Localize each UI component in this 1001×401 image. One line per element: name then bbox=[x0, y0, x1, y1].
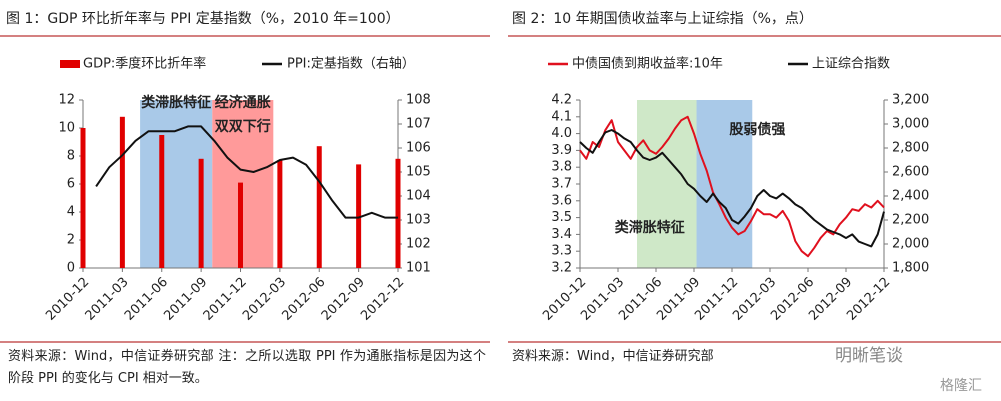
y-tick-label: 2 bbox=[67, 233, 75, 248]
span-label: 双双下行 bbox=[215, 118, 271, 135]
y-tick-label: 3.2 bbox=[551, 261, 572, 276]
y-tick-label: 4.2 bbox=[551, 93, 572, 108]
y-tick-label: 3.9 bbox=[551, 143, 572, 158]
legend-label: PPI:定基指数（右轴） bbox=[287, 57, 415, 72]
y2-tick-label: 3,000 bbox=[892, 117, 929, 132]
y-tick-label: 3.6 bbox=[551, 193, 572, 208]
y-tick-label: 3.8 bbox=[551, 160, 572, 175]
bar bbox=[238, 182, 243, 268]
y2-tick-label: 3,200 bbox=[892, 93, 929, 108]
y2-tick-label: 108 bbox=[406, 93, 431, 108]
y-tick-label: 8 bbox=[67, 149, 75, 164]
bar bbox=[356, 164, 362, 268]
legend-swatch bbox=[60, 60, 80, 68]
y2-tick-label: 107 bbox=[406, 117, 431, 132]
bar bbox=[119, 116, 125, 268]
y2-tick-label: 1,800 bbox=[892, 261, 929, 276]
y-tick-label: 0 bbox=[67, 261, 75, 276]
span-label: 股弱债强 bbox=[729, 121, 785, 138]
y-tick-label: 12 bbox=[58, 93, 75, 108]
watermark: 明晰笔谈 bbox=[835, 346, 903, 366]
watermark: 格隆汇 bbox=[940, 378, 982, 394]
line bbox=[579, 129, 885, 248]
y-tick-label: 3.3 bbox=[551, 244, 572, 259]
y-tick-label: 4 bbox=[67, 205, 75, 220]
chart-title: 图 2：10 年期国债收益率与上证综指（%，点） bbox=[512, 10, 813, 27]
footnote: 资料来源：Wind，中信证券研究部 注：之所以选取 PPI 作为通胀指标是因为这… bbox=[8, 349, 486, 386]
y-tick-label: 10 bbox=[58, 121, 75, 136]
y2-tick-label: 2,400 bbox=[892, 189, 929, 204]
y2-tick-label: 102 bbox=[406, 237, 431, 252]
chart-title: 图 1：GDP 环比折年率与 PPI 定基指数（%，2010 年=100） bbox=[6, 10, 400, 27]
legend-label: 上证综合指数 bbox=[812, 57, 890, 72]
y2-tick-label: 2,000 bbox=[892, 237, 929, 252]
legend-label: GDP:季度环比折年率 bbox=[83, 56, 206, 72]
y-tick-label: 3.5 bbox=[551, 210, 572, 225]
footnote: 资料来源：Wind，中信证券研究部 bbox=[512, 349, 714, 364]
line bbox=[95, 125, 398, 219]
legend-label: 中债国债到期收益率:10年 bbox=[572, 56, 723, 72]
y-tick-label: 4.0 bbox=[551, 126, 572, 141]
x-tick-label: 2012-12 bbox=[358, 275, 407, 324]
y2-tick-label: 101 bbox=[406, 261, 431, 276]
span-label: 类滞胀特征 bbox=[141, 94, 211, 111]
span-label: 经济通胀 bbox=[215, 94, 271, 111]
span-label: 类滞胀特征 bbox=[615, 219, 685, 236]
bar bbox=[198, 158, 204, 268]
y2-tick-label: 103 bbox=[406, 213, 431, 228]
bar bbox=[316, 146, 322, 268]
span bbox=[696, 100, 753, 268]
y2-tick-label: 105 bbox=[406, 165, 431, 180]
bar bbox=[159, 135, 165, 268]
y2-tick-label: 104 bbox=[406, 189, 431, 204]
y-tick-label: 6 bbox=[67, 177, 75, 192]
y2-tick-label: 2,800 bbox=[892, 141, 929, 156]
y-tick-label: 3.4 bbox=[551, 227, 572, 242]
bar bbox=[277, 160, 283, 268]
bar bbox=[80, 128, 86, 268]
line bbox=[579, 115, 885, 258]
y2-tick-label: 2,600 bbox=[892, 165, 929, 180]
y2-tick-label: 106 bbox=[406, 141, 431, 156]
bar bbox=[395, 158, 401, 268]
y-tick-label: 4.1 bbox=[551, 109, 572, 124]
y2-tick-label: 2,200 bbox=[892, 213, 929, 228]
y-tick-label: 3.7 bbox=[551, 177, 572, 192]
